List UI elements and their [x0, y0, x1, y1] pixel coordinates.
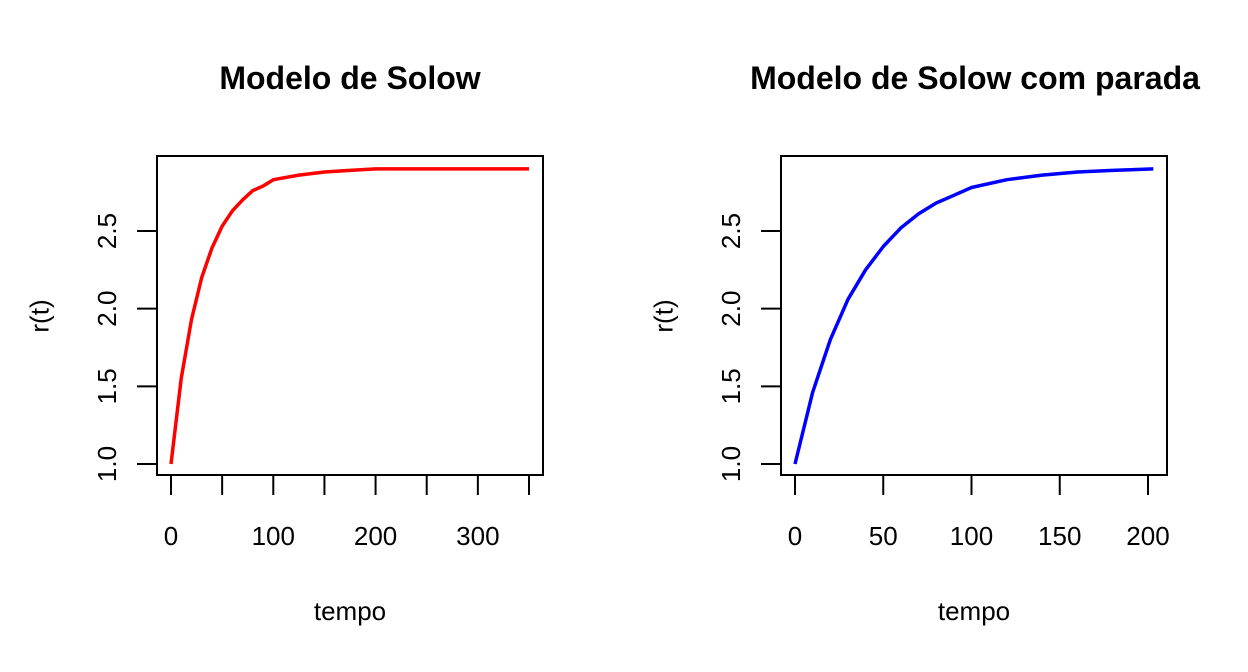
chart-title: Modelo de Solow com parada	[750, 60, 1200, 96]
x-tick-label: 50	[869, 521, 898, 551]
x-axis-label: tempo	[937, 596, 1011, 626]
plot-frame	[156, 155, 544, 476]
x-tick-label: 100	[950, 521, 993, 551]
y-tick-label: 2.5	[716, 213, 746, 249]
y-tick-label: 2.0	[716, 291, 746, 327]
plot-frame	[780, 155, 1168, 476]
y-tick-label: 1.0	[716, 446, 746, 482]
y-axis-label: r(t)	[24, 298, 55, 333]
x-tick-label: 300	[456, 521, 499, 551]
y-tick-label: 1.5	[92, 368, 122, 404]
plot-panel-2: 0 50 100 150 200 1.0 1.5 2.0 2.5	[716, 155, 1170, 551]
y-tick-label: 1.0	[92, 446, 122, 482]
y-tick-label: 2.0	[92, 291, 122, 327]
x-tick-label: 150	[1038, 521, 1081, 551]
plot-panel-1: 0 100 200 300 1.0 1.5 2.0 2.5	[92, 155, 544, 551]
y-axis-label: r(t)	[648, 298, 679, 333]
x-tick-label: 100	[252, 521, 295, 551]
x-tick-label: 200	[1126, 521, 1169, 551]
x-tick-label: 0	[788, 521, 802, 551]
y-tick-label: 1.5	[716, 368, 746, 404]
data-line	[793, 167, 1154, 465]
x-tick-label: 200	[354, 521, 397, 551]
y-tick-label: 2.5	[92, 213, 122, 249]
data-line	[169, 167, 529, 465]
x-axis-label: tempo	[313, 596, 387, 626]
x-tick-label: 0	[164, 521, 178, 551]
chart-title: Modelo de Solow	[219, 60, 481, 96]
